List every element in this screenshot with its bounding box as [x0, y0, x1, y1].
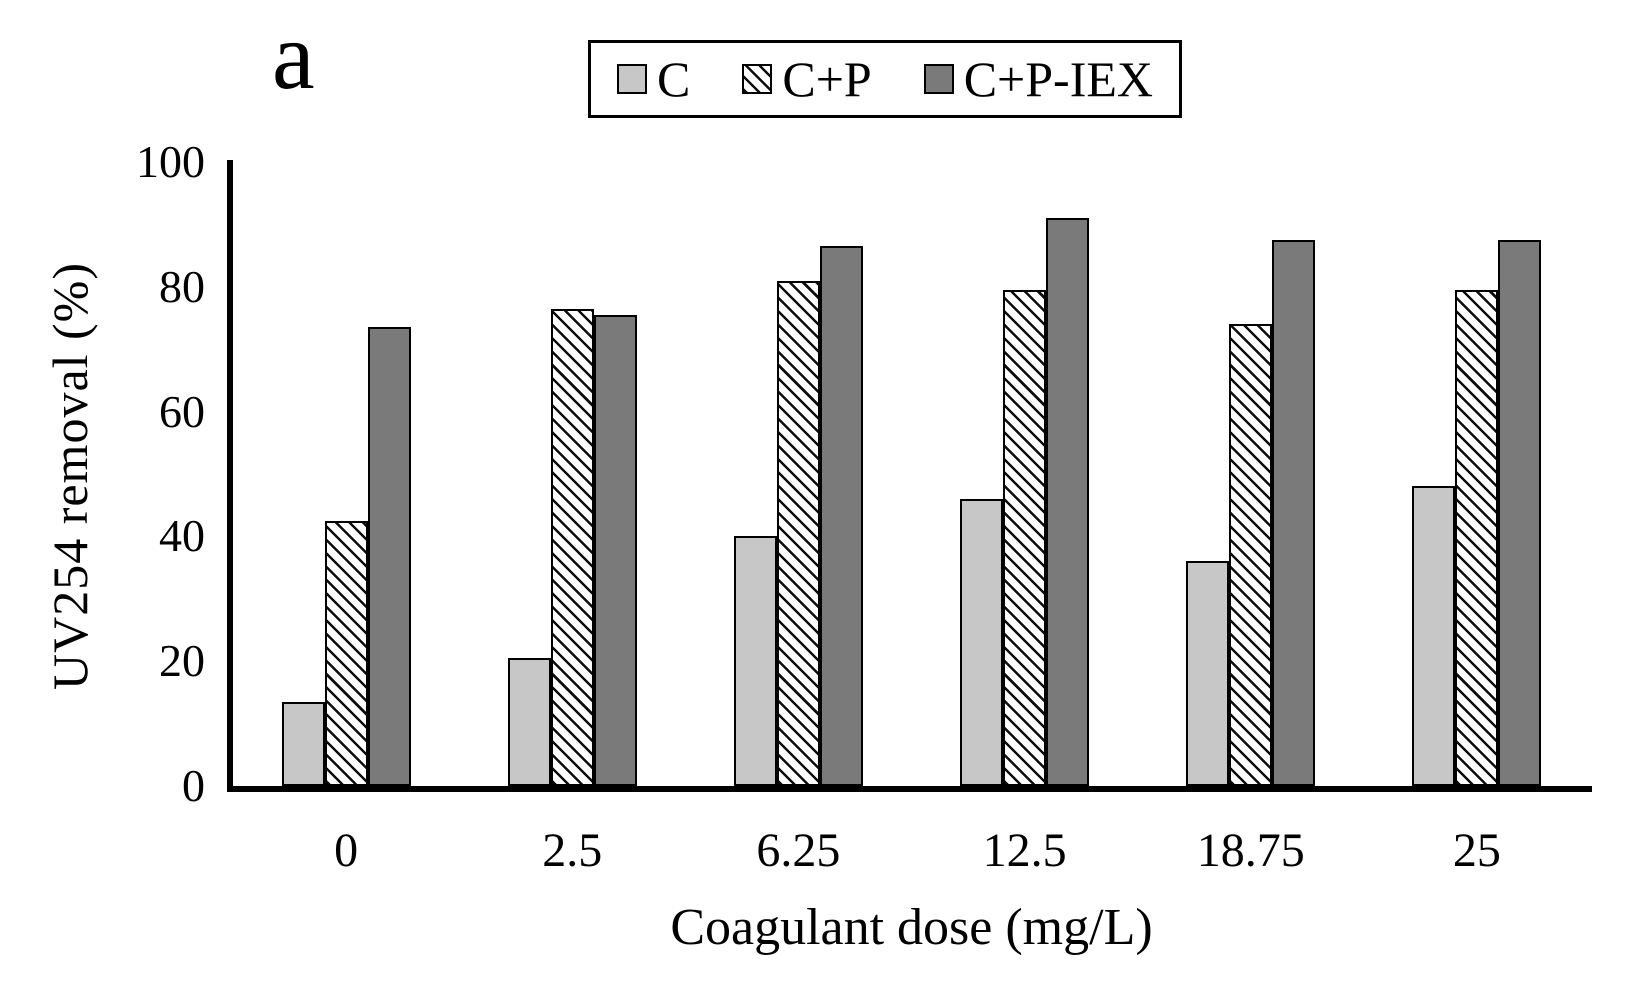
- bar-C-dose-12.5: [960, 498, 1004, 786]
- y-tick-label-0: 0: [182, 760, 205, 811]
- legend-swatch-C: [616, 64, 647, 94]
- y-tick-label-40: 40: [159, 510, 205, 562]
- x-tick-label-2.5: 2.5: [542, 824, 603, 877]
- bar-C+P-dose-6.25: [776, 280, 820, 786]
- legend-swatch-C+P: [742, 64, 773, 94]
- legend-label: C+P: [782, 51, 872, 107]
- bar-C+P-dose-0: [324, 520, 368, 786]
- bar-C-dose-18.75: [1186, 561, 1230, 786]
- legend-item-C+P-IEX: C+P-IEX: [923, 51, 1154, 107]
- legend-item-C: C: [616, 51, 691, 107]
- x-axis-title: Coagulant dose (mg/L): [670, 899, 1153, 956]
- legend-swatch-C+P-IEX: [923, 64, 954, 94]
- bar-C-dose-0: [281, 701, 325, 786]
- bar-C-dose-25: [1412, 486, 1456, 786]
- bar-C+P-IEX-dose-12.5: [1046, 218, 1090, 786]
- x-tick-label-6.25: 6.25: [756, 824, 841, 877]
- y-tick-label-60: 60: [159, 385, 205, 437]
- x-tick-label-18.75: 18.75: [1196, 824, 1305, 877]
- legend-item-C+P: C+P: [742, 51, 872, 107]
- x-tick-label-0: 0: [334, 824, 359, 877]
- legend-label: C: [656, 51, 691, 107]
- x-tick-label-25: 25: [1452, 824, 1501, 877]
- bar-C-dose-6.25: [733, 536, 777, 786]
- bar-C+P-IEX-dose-6.25: [819, 246, 863, 786]
- y-axis-line: [227, 160, 233, 792]
- y-axis-title: UV254 removal (%): [42, 262, 98, 690]
- y-tick-label-20: 20: [159, 635, 205, 687]
- bar-C-dose-2.5: [507, 658, 551, 786]
- bar-C+P-IEX-dose-2.5: [593, 314, 637, 786]
- bar-C+P-IEX-dose-18.75: [1272, 240, 1316, 786]
- bar-C+P-dose-25: [1455, 289, 1499, 786]
- x-axis-line: [227, 786, 1592, 792]
- bar-C+P-IEX-dose-25: [1498, 240, 1542, 786]
- plot-area: [233, 162, 1590, 786]
- bar-C+P-dose-18.75: [1229, 324, 1273, 786]
- panel-label: a: [272, 2, 315, 109]
- bar-C+P-dose-12.5: [1003, 289, 1047, 786]
- legend-label: C+P-IEX: [963, 51, 1154, 107]
- y-tick-label-80: 80: [159, 260, 205, 312]
- legend: C C+P C+P-IEX: [588, 40, 1182, 118]
- x-tick-label-12.5: 12.5: [982, 824, 1067, 877]
- bar-C+P-dose-2.5: [550, 308, 594, 786]
- bar-C+P-IEX-dose-0: [367, 327, 411, 786]
- y-tick-label-100: 100: [136, 136, 205, 187]
